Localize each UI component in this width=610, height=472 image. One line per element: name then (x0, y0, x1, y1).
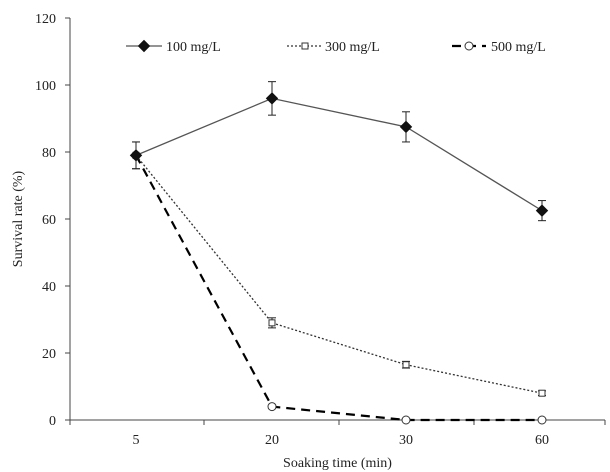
y-tick-label: 100 (35, 79, 56, 94)
series-group (132, 141, 546, 397)
axes: 0 20 40 60 80 100 120 5 20 30 60 (35, 12, 606, 448)
legend-item: 100 mg/L (126, 39, 221, 55)
y-tick-label: 40 (42, 280, 56, 295)
data-point (267, 402, 277, 412)
data-point (535, 204, 549, 217)
legend-item: 500 mg/L (452, 40, 546, 55)
y-tick-label: 0 (49, 414, 56, 429)
y-tick-label: 120 (35, 12, 56, 27)
legend-label: 500 mg/L (491, 40, 546, 55)
y-tick-label: 20 (42, 347, 56, 362)
data-point (268, 319, 276, 327)
series-line (135, 97, 543, 212)
x-tick-label: 60 (535, 433, 549, 448)
x-tick-label: 5 (133, 433, 140, 448)
x-axis-title: Soaking time (min) (283, 456, 392, 471)
x-tick-label: 20 (265, 433, 279, 448)
data-point (538, 389, 546, 397)
data-point (137, 39, 151, 53)
data-point (402, 361, 410, 369)
legend-label: 100 mg/L (166, 40, 221, 55)
series-line (135, 154, 543, 394)
data-point (464, 41, 474, 51)
y-tick-label: 80 (42, 146, 56, 161)
legend-item: 300 mg/L (287, 40, 380, 55)
series-layer (129, 81, 549, 425)
series-group (129, 81, 549, 222)
series-line (135, 154, 542, 422)
legend-label: 300 mg/L (325, 40, 380, 55)
data-point (401, 415, 411, 425)
data-point (399, 120, 413, 134)
data-point (129, 149, 143, 162)
y-axis-title: Survival rate (%) (11, 170, 26, 267)
data-point (301, 42, 309, 50)
y-tick-label: 60 (42, 213, 56, 228)
data-point (265, 92, 279, 105)
legend: 100 mg/L 300 mg/L 500 mg/L (126, 39, 546, 55)
data-point (537, 415, 547, 425)
series-group (131, 150, 547, 425)
x-tick-label: 30 (399, 433, 413, 448)
